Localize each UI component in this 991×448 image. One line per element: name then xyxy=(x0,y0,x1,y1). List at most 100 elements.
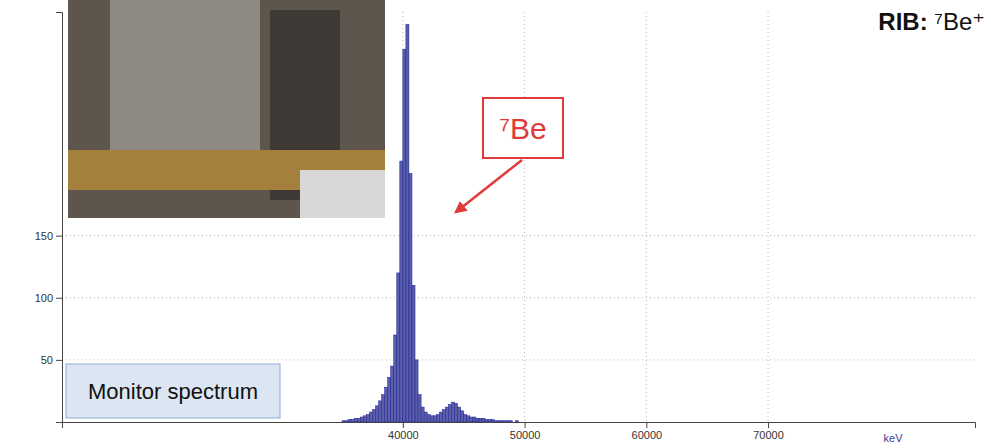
x-tick-label: 70000 xyxy=(753,429,784,441)
histogram-bar xyxy=(467,416,470,422)
title: RIB: ⁷Be⁺ xyxy=(878,8,985,35)
x-tick: 60000 xyxy=(632,422,663,441)
histogram-bar xyxy=(427,415,430,422)
grid-line xyxy=(768,12,769,422)
x-axis-line xyxy=(63,423,976,429)
peak-annotation: ⁷Be xyxy=(456,98,563,212)
histogram-bar xyxy=(424,412,427,422)
histogram-bar xyxy=(403,49,406,422)
annotation-arrow xyxy=(456,160,522,212)
x-axis: 40000 50000 60000 70000 xyxy=(63,422,976,441)
histogram-bar xyxy=(461,411,464,422)
grid-line xyxy=(524,12,525,422)
caption: Monitor spectrum xyxy=(66,364,280,418)
photo xyxy=(68,0,385,218)
caption-box xyxy=(66,364,280,418)
histogram-bar xyxy=(519,422,522,423)
histogram-bar xyxy=(351,420,354,422)
histogram-bar xyxy=(497,421,500,422)
bars xyxy=(342,24,519,422)
y-tick-label: 150 xyxy=(35,230,53,242)
histogram-bar xyxy=(360,417,363,422)
histogram-bar xyxy=(473,417,476,422)
histogram-bar xyxy=(394,335,397,422)
x-tick-mark xyxy=(525,422,526,428)
photo-detail xyxy=(110,0,260,150)
y-tick-label: 50 xyxy=(41,354,53,366)
histogram-bar xyxy=(369,412,372,422)
histogram-bar xyxy=(445,407,448,422)
x-tick-label: 60000 xyxy=(632,429,663,441)
grid-line xyxy=(62,297,975,298)
histogram-bar xyxy=(357,418,360,422)
histogram-bar xyxy=(442,410,445,422)
histogram-bar xyxy=(415,360,418,422)
histogram-bar xyxy=(506,421,509,422)
histogram-bar xyxy=(418,395,421,422)
x-tick-label: 40000 xyxy=(388,429,419,441)
histogram-bar xyxy=(458,407,461,422)
annotation-label: ⁷Be xyxy=(499,112,547,145)
histogram-bar xyxy=(397,273,400,422)
histogram-bar xyxy=(409,174,412,422)
histogram-bar xyxy=(482,418,485,422)
histogram-bar xyxy=(509,421,512,422)
histogram-bar xyxy=(400,161,403,422)
y-tick: 100 xyxy=(35,292,62,304)
x-tick-mark xyxy=(768,422,769,428)
histogram-bar xyxy=(436,415,439,422)
histogram-bar xyxy=(464,415,467,422)
histogram-bar xyxy=(379,401,382,422)
caption-label: Monitor spectrum xyxy=(88,379,258,404)
histogram-bar xyxy=(421,407,424,422)
y-tick: 150 xyxy=(35,230,62,242)
grid-line xyxy=(646,12,647,422)
histogram-bar xyxy=(391,366,394,422)
y-tick-mark xyxy=(56,236,62,237)
x-tick-label: 50000 xyxy=(510,429,541,441)
histogram-bar xyxy=(382,395,385,422)
histogram-bar xyxy=(342,421,345,422)
chart: 40000 50000 60000 70000 50 100 150 keV RIB: ⁷Be⁺… xyxy=(0,0,991,448)
y-axis-line xyxy=(56,13,63,423)
histogram-bar xyxy=(354,418,357,422)
x-tick: 70000 xyxy=(753,422,784,441)
histogram-bar xyxy=(406,24,409,422)
y-tick: 50 xyxy=(41,354,62,366)
y-tick-mark xyxy=(56,298,62,299)
title-group: RIB: ⁷Be⁺ xyxy=(874,6,989,37)
title-background xyxy=(874,6,989,37)
histogram-bar xyxy=(455,403,458,422)
histogram-bar xyxy=(449,405,452,422)
histogram-bar xyxy=(388,377,391,422)
histogram-bar xyxy=(515,421,518,422)
histogram-bar xyxy=(452,402,455,422)
histogram-bar xyxy=(385,387,388,422)
annotation-box xyxy=(483,98,563,158)
histogram-bar xyxy=(488,420,491,422)
x-tick: 50000 xyxy=(510,422,541,441)
histogram-bar xyxy=(375,406,378,422)
y-tick-mark xyxy=(56,360,62,361)
histogram-bar xyxy=(439,412,442,422)
x-tick: 40000 xyxy=(388,422,419,441)
histogram-bar xyxy=(366,415,369,422)
histogram-bar xyxy=(433,416,436,422)
x-tick-mark xyxy=(646,422,647,428)
histogram-bar xyxy=(363,416,366,422)
y-tick-label: 100 xyxy=(35,292,53,304)
x-axis-title: keV xyxy=(884,432,904,444)
histogram-bar xyxy=(479,418,482,422)
histogram-bar xyxy=(345,421,348,422)
photo-background xyxy=(68,0,385,218)
histogram-bar xyxy=(522,422,525,423)
histogram-bar xyxy=(512,422,515,423)
histogram-bar xyxy=(494,421,497,422)
histogram-bar xyxy=(476,418,479,422)
grid-line xyxy=(62,359,975,360)
histogram-bar xyxy=(430,416,433,422)
y-axis: 50 100 150 xyxy=(35,13,63,423)
histogram-bar xyxy=(503,421,506,422)
x-tick-mark xyxy=(403,422,404,428)
histogram-bar xyxy=(485,420,488,422)
